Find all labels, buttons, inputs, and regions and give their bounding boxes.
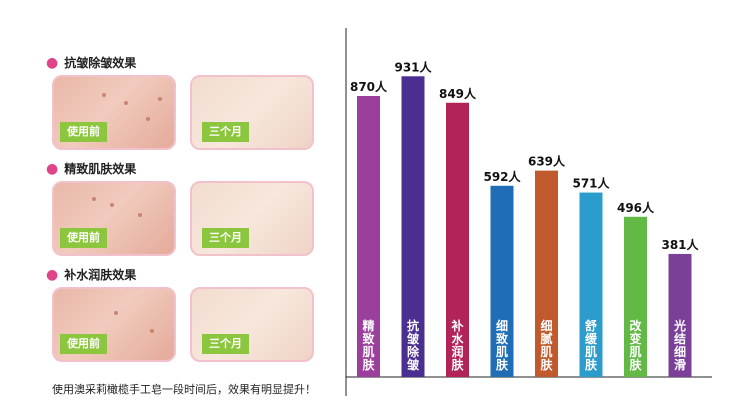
- photo-before-refine: 使用前: [52, 181, 176, 256]
- bar-category-label: 抗皱除皱: [406, 318, 420, 372]
- bar-value-label: 496人: [617, 200, 655, 215]
- bar-category-label: 细致肌肤: [495, 318, 509, 372]
- bullet-dot-icon: ●: [46, 160, 59, 177]
- bar-4: [535, 170, 558, 377]
- photo-after-anti-wrinkle: 三个月: [190, 75, 314, 150]
- before-tag: 使用前: [60, 334, 107, 354]
- bar-value-label: 592人: [483, 169, 521, 184]
- bar-value-label: 849人: [439, 86, 477, 101]
- bullet-dot-icon: ●: [46, 266, 59, 283]
- photo-after-moisturize: 三个月: [190, 287, 314, 362]
- section-title-text: 补水润肤效果: [64, 268, 137, 282]
- footnote: 使用澳采莉橄榄手工皂一段时间后，效果有明显提升！: [52, 383, 316, 396]
- before-tag: 使用前: [60, 228, 107, 248]
- section-title-text: 精致肌肤效果: [64, 162, 137, 176]
- bar-2: [446, 102, 469, 377]
- bar-7: [668, 253, 692, 377]
- before-tag: 使用前: [60, 122, 107, 142]
- bar-category-label: 细腻肌肤: [539, 318, 553, 372]
- bar-category-label: 改变肌肤: [628, 318, 642, 372]
- after-tag: 三个月: [202, 122, 249, 142]
- bar-5: [579, 192, 603, 377]
- bar-3: [490, 185, 514, 377]
- section-title-refine: ● 精致肌肤效果: [46, 160, 136, 177]
- section-title-text: 抗皱除皱效果: [64, 56, 137, 70]
- bar-0: [357, 95, 380, 378]
- bar-1: [401, 76, 425, 378]
- bar-category-label: 舒缓肌肤: [584, 318, 598, 372]
- bar-value-label: 381人: [661, 237, 699, 252]
- bullet-dot-icon: ●: [46, 54, 59, 71]
- bar-category-label: 光结细滑: [673, 318, 686, 372]
- bar-value-label: 571人: [572, 176, 610, 191]
- photo-before-moisturize: 使用前: [52, 287, 176, 362]
- bar-value-label: 639人: [528, 154, 566, 169]
- photo-after-refine: 三个月: [190, 181, 314, 256]
- bar-6: [624, 216, 647, 377]
- bar-value-label: 870人: [350, 79, 388, 94]
- section-title-anti-wrinkle: ● 抗皱除皱效果: [46, 54, 136, 71]
- photo-before-anti-wrinkle: 使用前: [52, 75, 176, 150]
- bar-category-label: 精致肌肤: [361, 318, 375, 372]
- after-tag: 三个月: [202, 334, 249, 354]
- after-tag: 三个月: [202, 228, 249, 248]
- bar-category-label: 补水润肤: [450, 318, 464, 372]
- section-title-moisturize: ● 补水润肤效果: [46, 266, 136, 283]
- bar-value-label: 931人: [394, 59, 432, 74]
